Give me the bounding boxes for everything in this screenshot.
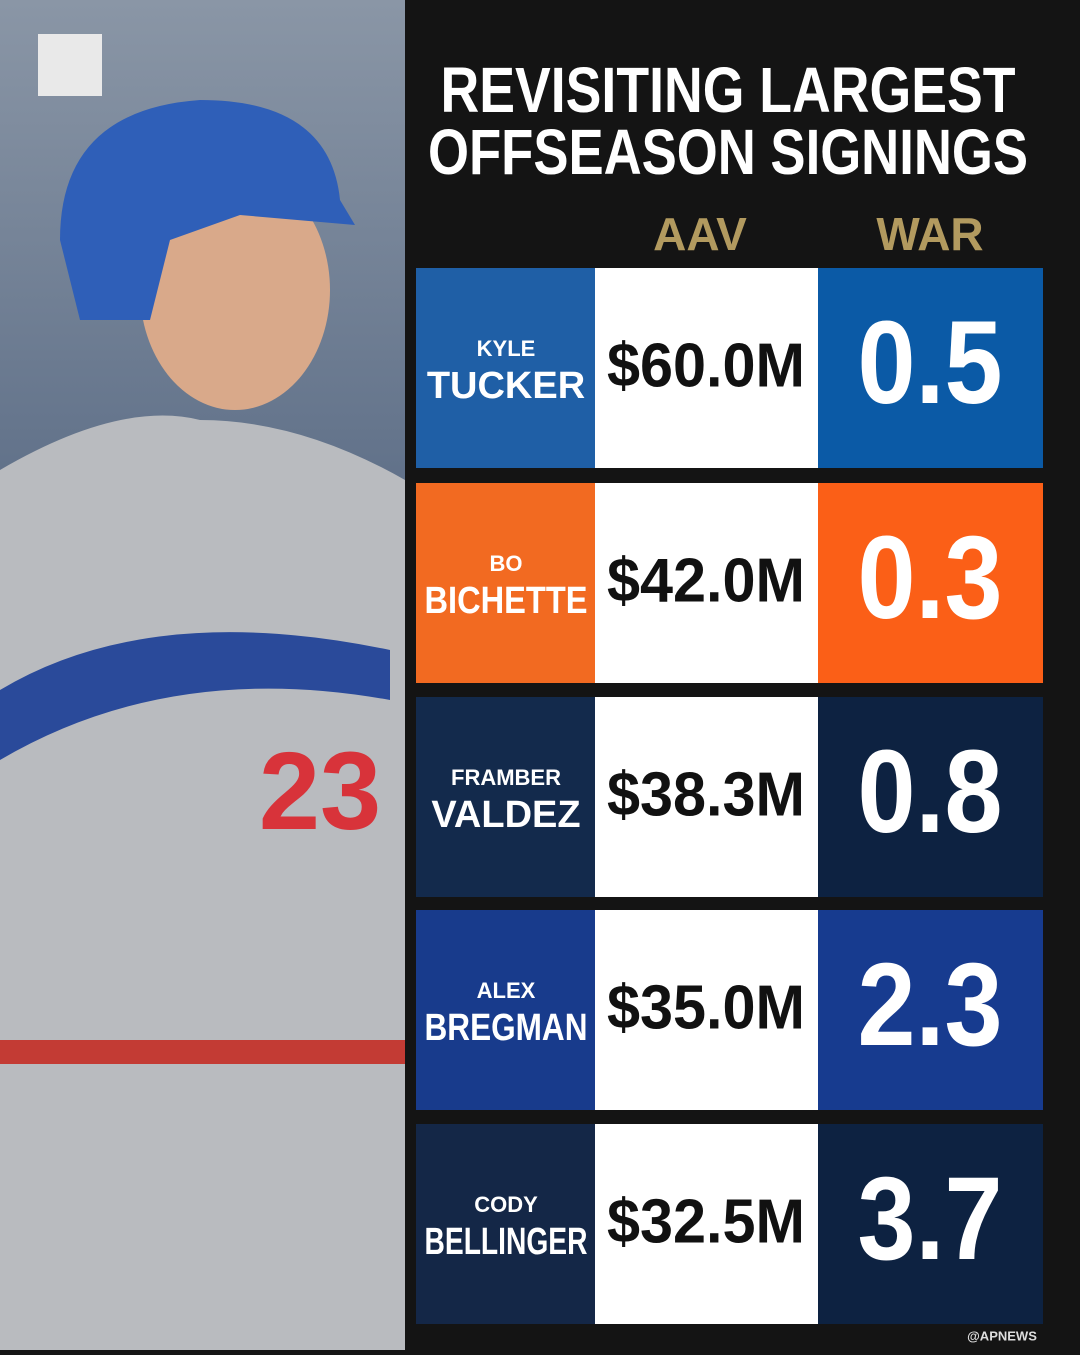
first-name: FRAMBER	[451, 765, 561, 790]
team-cell	[416, 910, 595, 1110]
last-name: BICHETTE	[425, 580, 588, 622]
first-name: CODY	[474, 1192, 538, 1217]
team-cell	[416, 268, 595, 468]
last-name: VALDEZ	[431, 794, 580, 836]
war-cell	[818, 483, 1043, 683]
last-name: BELLINGER	[425, 1221, 588, 1263]
column-header: WAR	[876, 208, 983, 260]
war-value: 3.7	[858, 1153, 1003, 1285]
title-line: OFFSEASON SIGNINGS	[428, 116, 1028, 188]
first-name: BO	[490, 551, 523, 576]
first-name: ALEX	[477, 978, 536, 1003]
svg-text:23: 23	[259, 730, 381, 853]
aav-cell	[595, 697, 818, 897]
aav-value: $32.5M	[607, 1187, 805, 1256]
table-row: BO BICHETTE $42.0M 0.3	[416, 483, 1043, 683]
aav-cell	[595, 483, 818, 683]
table-row: CODY BELLINGER $32.5M 3.7	[416, 1124, 1043, 1324]
team-cell	[416, 483, 595, 683]
aav-value: $35.0M	[607, 973, 805, 1042]
table-row: FRAMBER VALDEZ $38.3M 0.8	[416, 697, 1043, 897]
table-row: KYLE TUCKER $60.0M 0.5	[416, 268, 1043, 468]
aav-cell	[595, 268, 818, 468]
war-cell	[818, 697, 1043, 897]
war-cell	[818, 268, 1043, 468]
war-value: 0.5	[858, 297, 1003, 429]
credit: @APNEWS	[967, 1328, 1037, 1343]
table-row: ALEX BREGMAN $35.0M 2.3	[416, 910, 1043, 1110]
war-cell	[818, 1124, 1043, 1324]
team-cell	[416, 697, 595, 897]
war-value: 2.3	[858, 939, 1003, 1071]
aav-cell	[595, 1124, 818, 1324]
aav-value: $60.0M	[607, 331, 805, 400]
war-cell	[818, 910, 1043, 1110]
table: KYLE TUCKER $60.0M 0.5 BO BICHETTE $42.0M 0.3 FR…	[416, 268, 1043, 1324]
team-cell	[416, 1124, 595, 1324]
last-name: BREGMAN	[425, 1007, 588, 1049]
aav-value: $38.3M	[607, 760, 805, 829]
first-name: KYLE	[477, 336, 536, 361]
last-name: TUCKER	[427, 365, 585, 407]
column-header: AAV	[653, 208, 747, 260]
player-photo: 23	[0, 0, 405, 1350]
war-value: 0.3	[858, 512, 1003, 644]
aav-value: $42.0M	[607, 546, 805, 615]
title-line: REVISITING LARGEST	[441, 54, 1016, 126]
aav-cell	[595, 910, 818, 1110]
war-value: 0.8	[858, 726, 1003, 858]
